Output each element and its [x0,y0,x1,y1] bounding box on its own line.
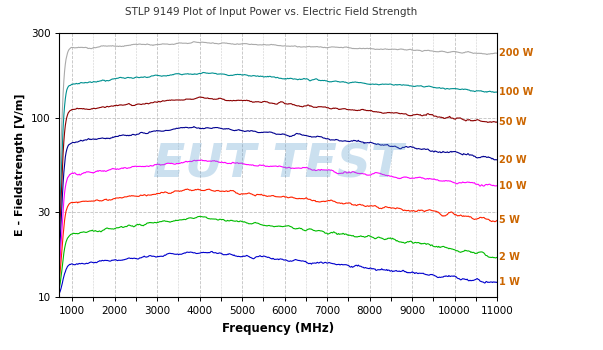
Y-axis label: E - Fieldstrength [V/m]: E - Fieldstrength [V/m] [15,94,25,237]
Text: 5 W: 5 W [499,215,520,225]
Text: 200 W: 200 W [499,48,534,58]
Text: 10 W: 10 W [499,181,527,191]
Text: 100 W: 100 W [499,87,534,97]
Text: 20 W: 20 W [499,155,527,165]
Text: 50 W: 50 W [499,117,527,127]
X-axis label: Frequency (MHz): Frequency (MHz) [223,322,334,335]
Text: 1 W: 1 W [499,277,520,287]
Text: STLP 9149 Plot of Input Power vs. Electric Field Strength: STLP 9149 Plot of Input Power vs. Electr… [125,7,417,17]
Text: 2 W: 2 W [499,252,520,262]
Text: EUT TEST: EUT TEST [153,143,403,188]
